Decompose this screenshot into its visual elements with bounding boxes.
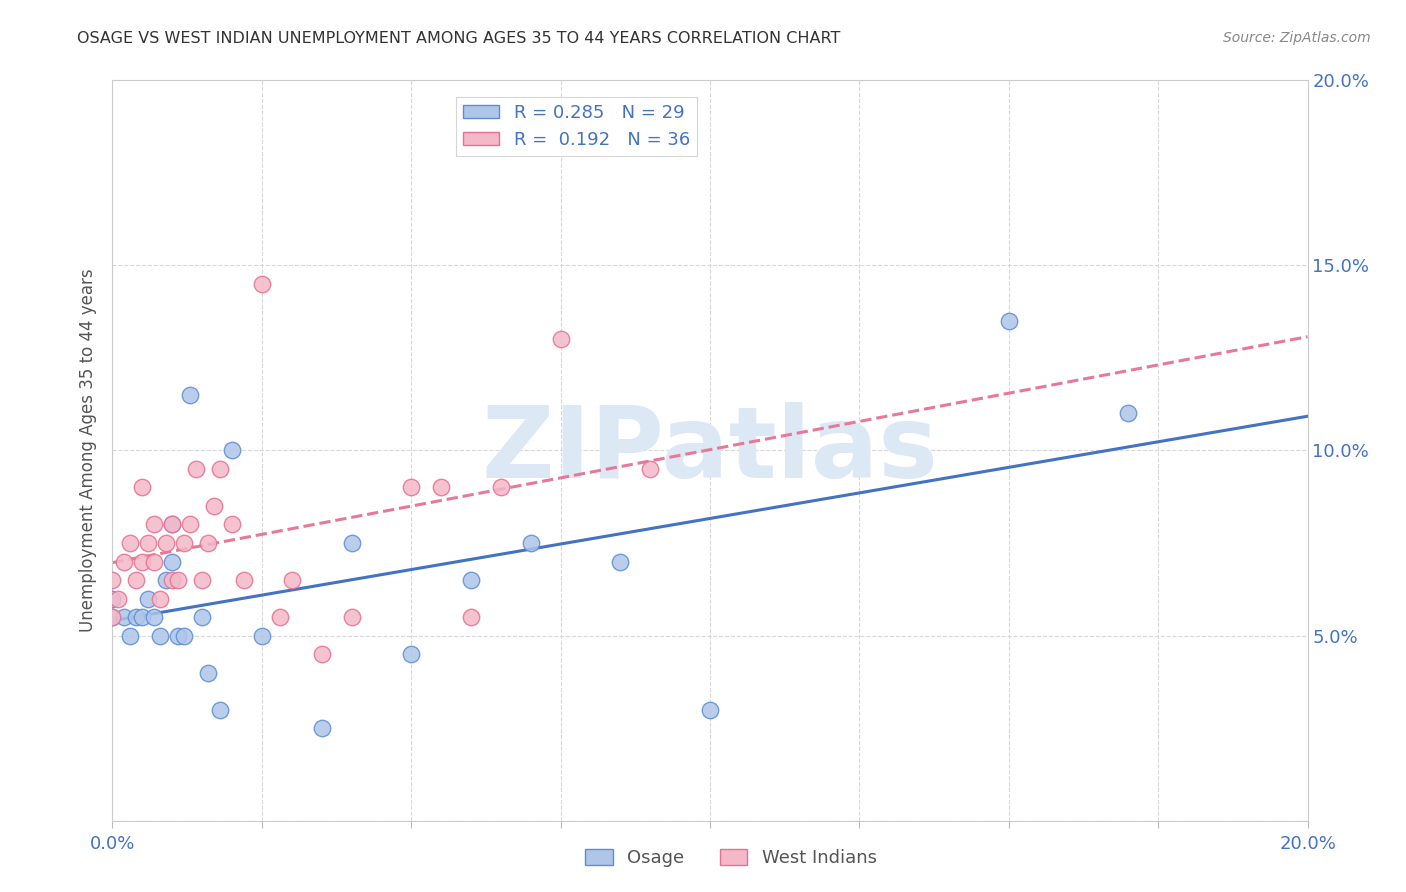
- Point: [143, 610, 166, 624]
- Point: [520, 536, 543, 550]
- Point: [281, 573, 304, 587]
- Point: [162, 554, 183, 569]
- Point: [191, 573, 214, 587]
- Point: [699, 703, 721, 717]
- Point: [149, 591, 172, 606]
- Point: [138, 591, 160, 606]
- Text: ZIPatlas: ZIPatlas: [482, 402, 938, 499]
- Point: [131, 554, 153, 569]
- Text: Source: ZipAtlas.com: Source: ZipAtlas.com: [1223, 31, 1371, 45]
- Point: [221, 517, 243, 532]
- Point: [173, 628, 195, 642]
- Point: [125, 573, 148, 587]
- Point: [155, 536, 177, 550]
- Point: [209, 462, 232, 476]
- Point: [167, 573, 190, 587]
- Legend: Osage, West Indians: Osage, West Indians: [578, 841, 884, 874]
- Point: [460, 610, 482, 624]
- Point: [167, 628, 190, 642]
- Point: [149, 628, 172, 642]
- Y-axis label: Unemployment Among Ages 35 to 44 years: Unemployment Among Ages 35 to 44 years: [79, 268, 97, 632]
- Point: [340, 536, 363, 550]
- Point: [143, 554, 166, 569]
- Point: [250, 628, 273, 642]
- Point: [191, 610, 214, 624]
- Point: [114, 554, 135, 569]
- Point: [640, 462, 662, 476]
- Point: [173, 536, 195, 550]
- Point: [550, 332, 572, 346]
- Point: [162, 517, 183, 532]
- Point: [107, 591, 129, 606]
- Point: [101, 591, 124, 606]
- Point: [162, 517, 183, 532]
- Point: [269, 610, 291, 624]
- Point: [460, 573, 482, 587]
- Point: [202, 499, 225, 513]
- Point: [179, 388, 201, 402]
- Point: [131, 610, 153, 624]
- Point: [250, 277, 273, 291]
- Point: [125, 610, 148, 624]
- Point: [233, 573, 256, 587]
- Point: [101, 573, 124, 587]
- Point: [101, 610, 124, 624]
- Point: [311, 647, 333, 661]
- Point: [131, 481, 153, 495]
- Point: [120, 628, 142, 642]
- Point: [340, 610, 363, 624]
- Point: [120, 536, 142, 550]
- Text: OSAGE VS WEST INDIAN UNEMPLOYMENT AMONG AGES 35 TO 44 YEARS CORRELATION CHART: OSAGE VS WEST INDIAN UNEMPLOYMENT AMONG …: [77, 31, 841, 46]
- Point: [186, 462, 208, 476]
- Point: [114, 610, 135, 624]
- Point: [609, 554, 631, 569]
- Point: [197, 665, 219, 680]
- Point: [401, 647, 423, 661]
- Point: [143, 517, 166, 532]
- Point: [311, 721, 333, 735]
- Point: [197, 536, 219, 550]
- Point: [221, 443, 243, 458]
- Point: [101, 610, 124, 624]
- Point: [138, 536, 160, 550]
- Point: [998, 314, 1021, 328]
- Point: [1118, 407, 1140, 421]
- Point: [179, 517, 201, 532]
- Point: [209, 703, 232, 717]
- Point: [162, 573, 183, 587]
- Point: [489, 481, 512, 495]
- Legend: R = 0.285   N = 29, R =  0.192   N = 36: R = 0.285 N = 29, R = 0.192 N = 36: [456, 96, 697, 156]
- Point: [430, 481, 453, 495]
- Point: [401, 481, 423, 495]
- Point: [155, 573, 177, 587]
